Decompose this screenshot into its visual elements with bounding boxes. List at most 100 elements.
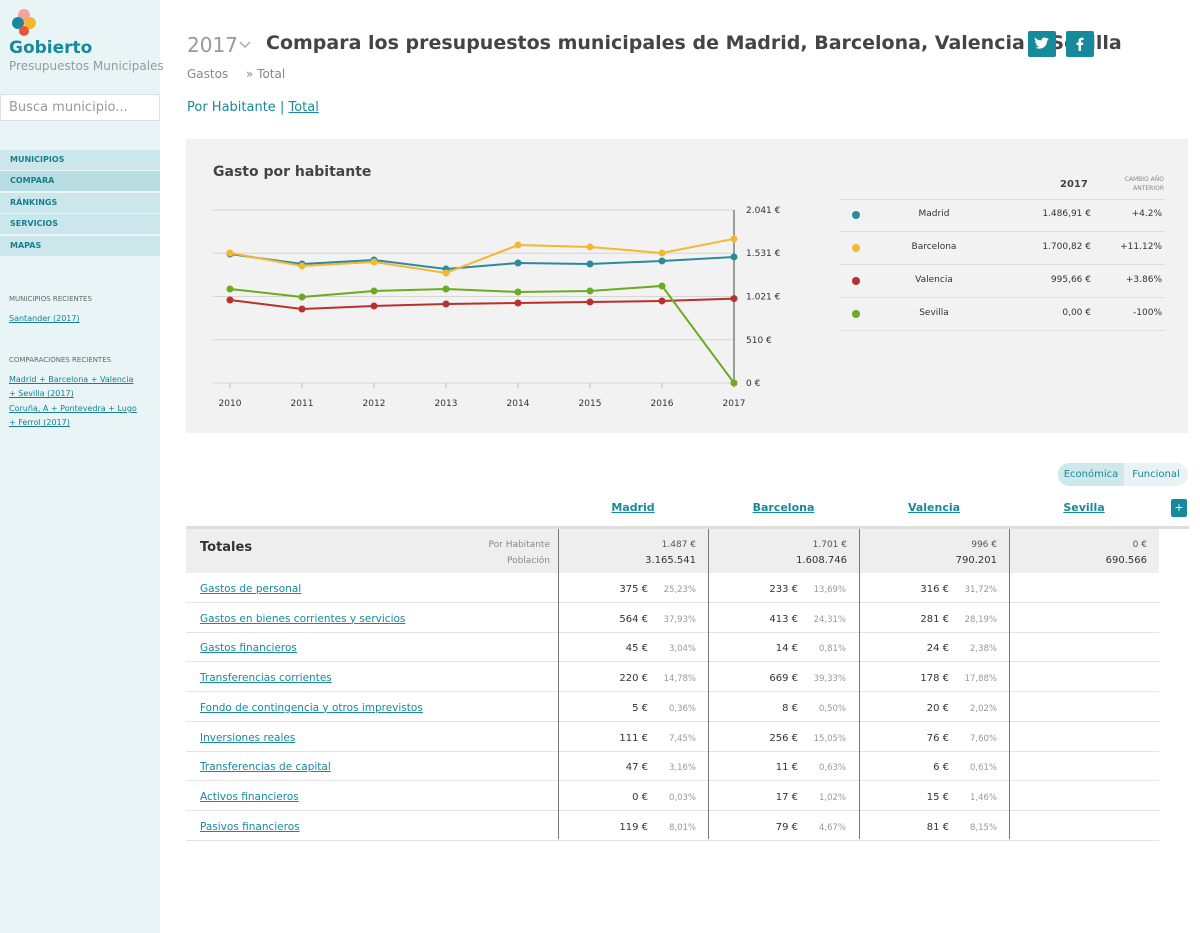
amount: 76 € [926, 732, 949, 744]
divider [840, 297, 1165, 298]
share: 1,46% [969, 792, 997, 803]
row-divider [186, 631, 1159, 633]
recent-link[interactable]: Madrid + Barcelona + Valencia + Sevilla … [9, 375, 134, 398]
separator: | [279, 100, 285, 115]
row-label[interactable]: Gastos financieros [200, 642, 297, 655]
x-tick-label: 2013 [435, 399, 458, 409]
nav-item[interactable]: MAPAS [0, 236, 160, 256]
share: 39,33% [813, 674, 846, 685]
share: 1,02% [818, 792, 846, 803]
tab[interactable]: Funcional [1132, 469, 1180, 480]
add-button[interactable]: + [1171, 499, 1187, 517]
series-line [229, 237, 735, 275]
data-point [370, 287, 378, 295]
row-divider [186, 691, 1159, 693]
share: 4,67% [818, 822, 846, 833]
amount: 281 € [920, 613, 949, 625]
share: 13,69% [813, 585, 846, 595]
column-header[interactable]: Barcelona [752, 501, 815, 514]
series-line [229, 253, 735, 271]
section-title: COMPARACIONES RECIENTES [9, 356, 112, 364]
row-label[interactable]: Pasivos financieros [200, 820, 300, 833]
breadcrumb[interactable]: » Total [246, 67, 286, 81]
chart-title: Gasto por habitante [213, 164, 371, 180]
twitter-button[interactable] [1028, 31, 1056, 57]
row-label[interactable]: Inversiones reales [200, 731, 296, 744]
amount: 5 € [632, 702, 648, 714]
share: 0,50% [818, 703, 846, 714]
amount: 669 € [769, 673, 798, 685]
amount: 47 € [625, 762, 648, 774]
share: 17,88% [964, 674, 997, 685]
x-tick-label: 2014 [507, 399, 530, 409]
row-label[interactable]: Transferencias de capital [200, 761, 331, 774]
column-header[interactable]: Valencia [907, 501, 961, 514]
row-divider [186, 839, 1159, 841]
divider [840, 231, 1165, 232]
share: 3,16% [668, 763, 696, 774]
share: 7,60% [969, 733, 997, 744]
data-point [298, 305, 306, 313]
amount: 20 € [926, 702, 949, 714]
search-input[interactable]: Busca municipio... [0, 94, 160, 121]
nav-item[interactable]: MUNICIPIOS [0, 150, 160, 170]
per-capita: 1.487 € [661, 540, 696, 550]
year-select[interactable]: 2017 [187, 33, 238, 57]
legend-swatch [852, 211, 860, 219]
totals-sublabel: Por Habitante [488, 540, 550, 550]
x-tick-label: 2011 [291, 399, 314, 409]
data-point [586, 298, 594, 306]
share: 31,72% [964, 585, 997, 595]
legend-swatch [852, 244, 860, 252]
recent-link[interactable]: Santander (2017) [9, 314, 80, 323]
nav-item[interactable]: COMPARA [0, 171, 160, 191]
amount: 45 € [625, 643, 648, 655]
amount: 6 € [933, 762, 949, 774]
series-line [229, 284, 735, 384]
data-point [226, 296, 234, 304]
amount: 81 € [926, 821, 949, 833]
data-point [298, 293, 306, 301]
amount: 375 € [619, 584, 648, 595]
y-tick-label: 510 € [746, 336, 772, 346]
share: 0,63% [818, 763, 846, 774]
amount: 79 € [775, 821, 798, 833]
row-divider [186, 750, 1159, 752]
column-header[interactable]: Sevilla [1063, 501, 1105, 514]
data-point [514, 241, 522, 249]
y-tick-label: 1.021 € [746, 292, 781, 302]
data-point [370, 258, 378, 266]
nav-item[interactable]: SERVICIOS [0, 214, 160, 234]
toggle-option[interactable]: Por Habitante [187, 100, 276, 115]
summary-value: 1.700,82 € [1042, 242, 1091, 252]
data-point [298, 262, 306, 270]
row-divider [186, 661, 1159, 663]
breadcrumb[interactable]: Gastos [187, 67, 229, 81]
toggle[interactable]: Por Habitante | Total [187, 100, 319, 115]
summary-change-header: CAMBIO AÑO ANTERIOR [1124, 176, 1164, 192]
toggle-option[interactable]: Total [288, 100, 319, 115]
nav-item[interactable]: RÁNKINGS [0, 193, 160, 213]
data-point [442, 285, 450, 293]
column-header[interactable]: Madrid [611, 501, 655, 514]
column-divider [859, 529, 860, 839]
row-label[interactable]: Fondo de contingencia y otros imprevisto… [200, 701, 423, 714]
row-divider [186, 602, 1159, 603]
row-label[interactable]: Activos financieros [200, 790, 299, 803]
row-label[interactable]: Transferencias corrientes [200, 672, 332, 685]
data-point [226, 249, 234, 257]
amount: 119 € [619, 821, 648, 833]
summary-change: +3.86% [1125, 275, 1162, 285]
data-point [226, 285, 234, 293]
facebook-button[interactable] [1066, 31, 1094, 57]
brand-subtitle: Presupuestos Municipales [9, 59, 164, 73]
row-label[interactable]: Gastos en bienes corrientes y servicios [200, 612, 406, 625]
recent-link[interactable]: Coruña, A + Pontevedra + Lugo + Ferrol (… [9, 404, 137, 427]
data-point [514, 259, 522, 267]
tab[interactable]: Económica [1058, 463, 1124, 486]
share: 0,36% [668, 703, 696, 714]
amount: 14 € [775, 643, 798, 655]
row-label[interactable]: Gastos de personal [200, 583, 302, 595]
share: 2,02% [969, 703, 997, 714]
share: 37,93% [663, 614, 696, 625]
